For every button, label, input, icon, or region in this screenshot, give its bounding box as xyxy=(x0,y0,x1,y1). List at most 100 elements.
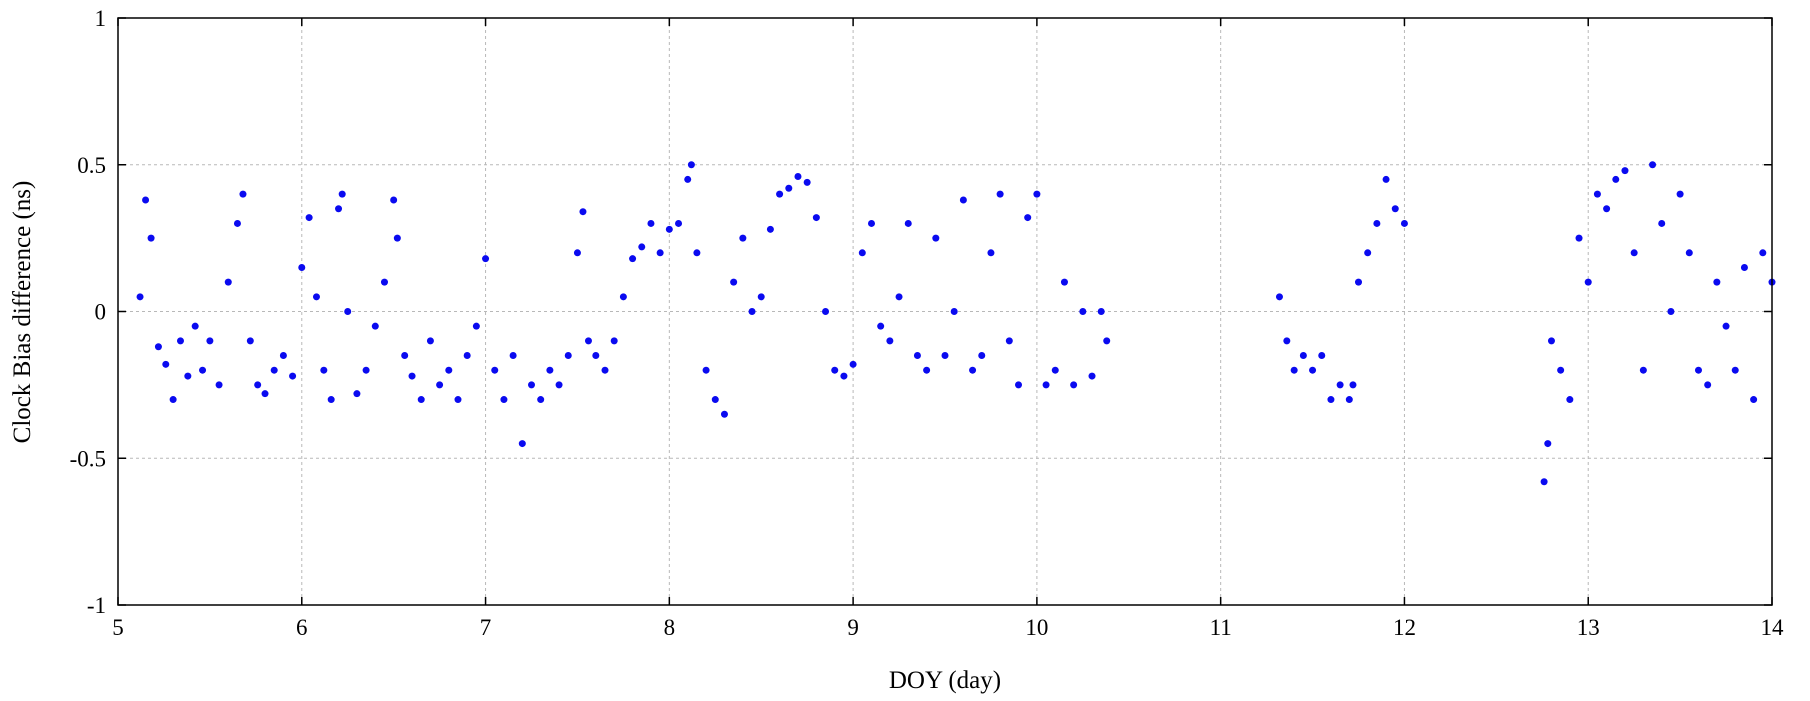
data-point xyxy=(1649,161,1657,169)
data-point xyxy=(1544,440,1552,448)
data-point xyxy=(1103,337,1111,345)
data-point xyxy=(1750,396,1758,404)
data-point xyxy=(941,352,949,360)
data-point xyxy=(528,381,535,389)
data-point xyxy=(757,293,765,301)
data-point xyxy=(619,293,627,301)
data-point xyxy=(822,308,830,315)
data-point xyxy=(1015,381,1023,389)
y-tick-labels: 1 0.5 0 -0.5 -1 xyxy=(70,6,106,618)
data-point xyxy=(858,249,866,257)
data-point xyxy=(1566,396,1574,404)
data-point xyxy=(426,337,434,345)
data-point xyxy=(312,293,320,301)
data-point xyxy=(371,322,379,330)
data-point xyxy=(1540,478,1548,486)
data-point xyxy=(298,263,306,271)
data-point xyxy=(279,352,287,360)
data-point xyxy=(687,161,695,169)
x-tick-label: 14 xyxy=(1761,615,1785,640)
data-point xyxy=(647,219,655,227)
data-point xyxy=(1097,308,1105,315)
data-point xyxy=(142,196,150,204)
data-point xyxy=(199,366,207,374)
data-point xyxy=(987,249,995,257)
data-point xyxy=(1033,190,1041,198)
x-tick-label: 5 xyxy=(112,615,124,640)
data-point xyxy=(184,372,192,380)
data-point xyxy=(1639,366,1647,374)
data-point xyxy=(923,366,931,374)
data-point xyxy=(1373,219,1381,227)
data-point xyxy=(270,366,278,374)
data-point xyxy=(537,396,545,404)
data-point xyxy=(638,243,646,251)
data-point xyxy=(959,196,967,204)
data-point xyxy=(1584,278,1592,286)
data-point xyxy=(1759,249,1767,257)
y-tick-label: 0 xyxy=(95,300,107,325)
data-point xyxy=(812,214,820,222)
data-point xyxy=(154,343,162,351)
data-point xyxy=(579,208,587,216)
data-point xyxy=(1349,381,1357,389)
data-point xyxy=(224,278,232,286)
data-point xyxy=(176,337,184,345)
data-point xyxy=(1391,205,1399,213)
data-point xyxy=(393,234,401,242)
x-tick-label: 7 xyxy=(480,615,492,640)
x-tick-label: 12 xyxy=(1393,615,1416,640)
data-point xyxy=(629,255,637,263)
data-point xyxy=(1005,337,1013,345)
data-point xyxy=(803,178,811,186)
data-point xyxy=(867,219,875,227)
data-point xyxy=(1042,381,1050,389)
data-point xyxy=(1318,352,1326,360)
data-point xyxy=(1593,190,1601,198)
data-point xyxy=(463,352,471,360)
data-point xyxy=(1290,366,1298,374)
data-point xyxy=(730,278,738,286)
data-point xyxy=(1621,167,1629,175)
data-point xyxy=(362,366,370,374)
data-point xyxy=(482,255,490,263)
data-point xyxy=(1685,249,1693,257)
data-point xyxy=(978,352,986,360)
data-point xyxy=(233,219,241,227)
data-point xyxy=(1694,366,1702,374)
data-point xyxy=(932,234,940,242)
data-point xyxy=(904,219,912,227)
data-point xyxy=(246,337,254,345)
data-point xyxy=(1355,278,1362,286)
data-point xyxy=(1557,366,1565,374)
data-point xyxy=(408,372,416,380)
data-point xyxy=(675,219,683,227)
data-point xyxy=(573,249,581,257)
data-point xyxy=(162,360,170,368)
data-point xyxy=(1603,205,1611,213)
data-point xyxy=(886,337,894,345)
x-axis-title: DOY (day) xyxy=(889,667,1001,694)
data-point xyxy=(711,396,719,404)
data-point xyxy=(877,322,885,330)
data-point xyxy=(320,366,328,374)
data-point xyxy=(895,293,903,301)
x-tick-label: 13 xyxy=(1577,615,1600,640)
data-point xyxy=(794,172,802,180)
data-point xyxy=(1070,381,1078,389)
data-point xyxy=(1676,190,1684,198)
y-tick-label: -1 xyxy=(87,593,106,618)
data-point xyxy=(1713,278,1721,286)
data-point xyxy=(592,352,600,360)
data-point xyxy=(338,190,346,198)
data-point xyxy=(702,366,710,374)
data-point xyxy=(472,322,480,330)
data-point xyxy=(1275,293,1283,301)
data-point xyxy=(1740,263,1748,271)
data-point xyxy=(546,366,554,374)
x-tick-label: 11 xyxy=(1210,615,1232,640)
x-tick-label: 6 xyxy=(296,615,308,640)
data-point xyxy=(564,352,572,360)
data-point xyxy=(776,190,784,198)
